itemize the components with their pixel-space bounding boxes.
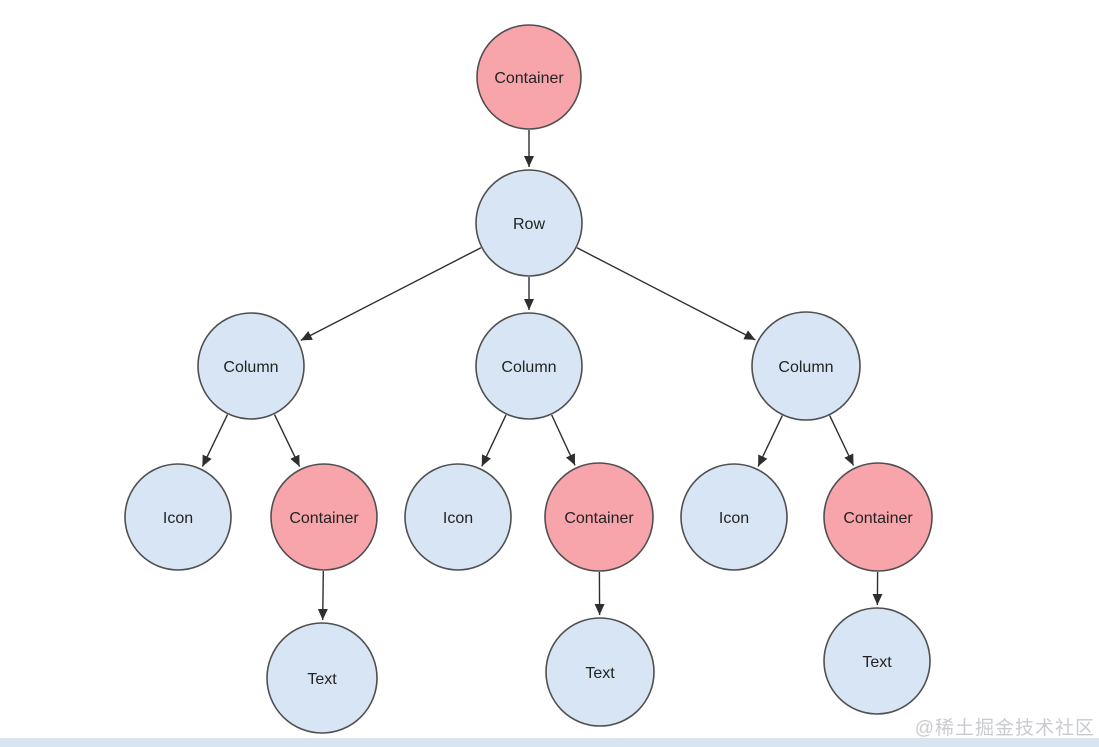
footer-bar (0, 738, 1099, 747)
text-left-circle (266, 622, 378, 734)
text-right-label: Text (862, 654, 892, 671)
node-icon-mid: Icon (404, 463, 512, 571)
edge-layer (201, 130, 883, 621)
container-root-circle (476, 24, 582, 130)
edge-column-mid-to-container-mid (551, 414, 576, 466)
node-column-mid: Column (475, 312, 583, 420)
node-container-right: Container (823, 462, 933, 572)
column-right-label: Column (778, 359, 833, 376)
column-mid-label: Column (501, 359, 556, 376)
icon-left-circle (124, 463, 232, 571)
icon-mid-label: Icon (443, 510, 473, 527)
column-mid-circle (475, 312, 583, 420)
container-mid-circle (544, 462, 654, 572)
edge-column-right-to-icon-right (757, 415, 783, 467)
icon-right-label: Icon (719, 510, 749, 527)
icon-right-circle (680, 463, 788, 571)
node-text-mid: Text (545, 617, 655, 727)
edge-container-left-to-text-left (317, 570, 328, 621)
row-label: Row (513, 216, 545, 233)
icon-left-label: Icon (163, 510, 193, 527)
column-right-circle (751, 311, 861, 421)
container-right-label: Container (843, 510, 913, 527)
column-left-label: Column (223, 359, 278, 376)
node-container-left: Container (270, 463, 378, 571)
edge-column-left-to-icon-left (201, 414, 229, 467)
node-column-left: Column (197, 312, 305, 420)
node-column-right: Column (751, 311, 861, 421)
icon-mid-circle (404, 463, 512, 571)
text-left-label: Text (307, 671, 337, 688)
container-root-label: Container (494, 70, 564, 87)
node-layer: Container Row Column Column Column Icon Contai… (124, 24, 933, 734)
container-mid-label: Container (564, 510, 634, 527)
container-left-label: Container (289, 510, 359, 527)
node-row: Row (475, 169, 583, 277)
node-text-right: Text (823, 607, 931, 715)
row-circle (475, 169, 583, 277)
container-right-circle (823, 462, 933, 572)
edge-column-mid-to-icon-mid (481, 414, 507, 467)
edge-row-to-column-right (576, 247, 756, 341)
node-icon-right: Icon (680, 463, 788, 571)
node-container-root: Container (476, 24, 582, 130)
text-mid-circle (545, 617, 655, 727)
node-container-mid: Container (544, 462, 654, 572)
column-left-circle (197, 312, 305, 420)
node-text-left: Text (266, 622, 378, 734)
edge-column-left-to-container-left (273, 414, 301, 467)
text-right-circle (823, 607, 931, 715)
watermark: @稀土掘金技术社区 (914, 718, 1095, 739)
edge-column-right-to-container-right (829, 415, 855, 466)
text-mid-label: Text (585, 665, 615, 682)
node-icon-left: Icon (124, 463, 232, 571)
edge-row-to-column-left (300, 247, 482, 342)
container-left-circle (270, 463, 378, 571)
